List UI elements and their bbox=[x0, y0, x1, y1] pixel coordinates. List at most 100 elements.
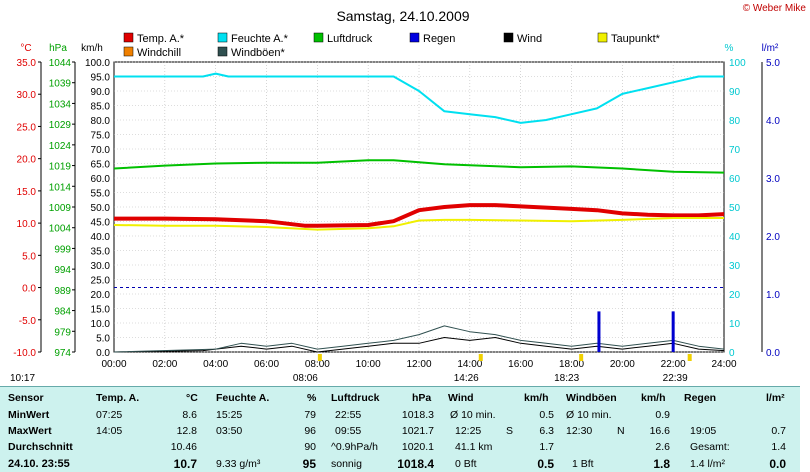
tick-humidity: 80 bbox=[729, 116, 741, 127]
stats-header-hum-unit: % bbox=[307, 392, 317, 404]
tick-humidity: 90 bbox=[729, 87, 741, 98]
stats-table: Sensor Temp. A. °C Feuchte A. % Luftdruc… bbox=[0, 386, 800, 472]
stats-current-rain-total: 1.4 l/m² bbox=[690, 458, 726, 470]
event-marker bbox=[687, 354, 692, 361]
stats-min-press: 1018.3 bbox=[401, 409, 434, 421]
tick-rain: 2.0 bbox=[766, 232, 780, 243]
tick-rain: 3.0 bbox=[766, 174, 780, 185]
stats-header-gust: Windböen bbox=[566, 392, 617, 404]
tick-temp: -5.0 bbox=[19, 316, 37, 327]
stats-max-rain-time: 19:05 bbox=[690, 425, 717, 437]
series-luftdruck bbox=[113, 159, 725, 174]
tick-pressure: 1039 bbox=[49, 79, 72, 90]
tick-pressure: 1009 bbox=[49, 203, 72, 214]
event-label: 08:06 bbox=[293, 373, 318, 384]
tick-pressure: 1044 bbox=[49, 58, 72, 69]
legend-swatch bbox=[313, 32, 324, 43]
stats-current-wind: 0.5 bbox=[537, 457, 554, 471]
stats-min-hum: 79 bbox=[304, 409, 316, 421]
tick-wind: 75.0 bbox=[91, 131, 111, 142]
x-tick-label: 20:00 bbox=[610, 359, 635, 370]
legend-label: Windchill bbox=[137, 47, 181, 59]
stats-header-rain-unit: l/m² bbox=[766, 392, 785, 404]
series-feuchtea bbox=[114, 72, 724, 124]
tick-wind: 95.0 bbox=[91, 73, 111, 84]
weather-chart: Samstag, 24.10.2009 © Weber Mike Temp. A… bbox=[10, 3, 807, 384]
event-marker bbox=[579, 354, 584, 361]
stats-max-gust: 16.6 bbox=[649, 425, 670, 437]
legend-swatch bbox=[503, 32, 514, 43]
tick-wind: 90.0 bbox=[91, 87, 111, 98]
stats-header-rain: Regen bbox=[684, 392, 717, 404]
tick-temp: 0.0 bbox=[22, 284, 36, 295]
x-tick-label: 22:00 bbox=[661, 359, 686, 370]
tick-wind: 5.0 bbox=[96, 334, 110, 345]
stats-avg-label: Durchschnitt bbox=[8, 441, 73, 453]
rain-bar bbox=[597, 311, 601, 352]
tick-pressure: 984 bbox=[54, 307, 71, 318]
tick-pressure: 1004 bbox=[49, 224, 72, 235]
tick-wind: 25.0 bbox=[91, 276, 111, 287]
time-left-label: 10:17 bbox=[10, 373, 35, 384]
legend-swatch bbox=[217, 46, 228, 57]
x-tick-label: 04:00 bbox=[203, 359, 228, 370]
tick-wind: 10.0 bbox=[91, 319, 111, 330]
stats-avg-rain-label: Gesamt: bbox=[690, 441, 730, 453]
stats-max-wind-time: 12:25 bbox=[455, 425, 482, 437]
legend-swatch bbox=[217, 32, 228, 43]
stats-max-label: MaxWert bbox=[8, 425, 52, 437]
stats-max-wind-dir: S bbox=[506, 425, 514, 437]
x-axis: 00:00 02:00 04:00 06:00 08:00 10:00 12:00 14:00… bbox=[101, 359, 736, 370]
stats-min-temp: 8.6 bbox=[182, 409, 197, 421]
legend-label: Temp. A.* bbox=[137, 33, 185, 45]
x-tick-label: 02:00 bbox=[152, 359, 177, 370]
stats-current-label: 24.10. 23:55 bbox=[8, 458, 70, 470]
tick-pressure: 999 bbox=[54, 244, 71, 255]
tick-humidity: 60 bbox=[729, 174, 741, 185]
stats-min-press-time: 22:55 bbox=[335, 409, 362, 421]
legend-label: Taupunkt* bbox=[611, 33, 661, 45]
tick-humidity: 30 bbox=[729, 261, 741, 272]
tick-pressure: 989 bbox=[54, 286, 71, 297]
stats-min-temp-time: 07:25 bbox=[96, 409, 123, 421]
legend-label: Feuchte A.* bbox=[231, 33, 289, 45]
stats-avg-press: 1020.1 bbox=[401, 441, 434, 453]
stats-min-hum-time: 15:25 bbox=[216, 409, 243, 421]
stats-avg-wind: 1.7 bbox=[539, 441, 554, 453]
tick-pressure: 1014 bbox=[49, 182, 72, 193]
tick-humidity: 20 bbox=[729, 290, 741, 301]
stats-current-gust-bft: 1 Bft bbox=[572, 458, 594, 470]
x-tick-label: 10:00 bbox=[356, 359, 381, 370]
stats-max-press: 1021.7 bbox=[401, 425, 434, 437]
stats-header-wind: Wind bbox=[448, 392, 474, 404]
legend-label: Windböen* bbox=[231, 47, 286, 59]
event-label: 22:39 bbox=[663, 373, 688, 384]
tick-temp: 5.0 bbox=[22, 251, 36, 262]
stats-max-gust-time: 12:30 bbox=[566, 425, 593, 437]
stats-current-hum-extra: 9.33 g/m³ bbox=[216, 458, 261, 470]
tick-rain: 4.0 bbox=[766, 116, 780, 127]
tick-pressure: 1034 bbox=[49, 99, 72, 110]
x-tick-label: 18:00 bbox=[559, 359, 584, 370]
tick-humidity: 70 bbox=[729, 145, 741, 156]
axis-units: °C hPa km/h% l/m² bbox=[20, 43, 779, 54]
legend-swatch bbox=[123, 32, 134, 43]
series-layer bbox=[113, 72, 725, 353]
tick-humidity: 50 bbox=[729, 203, 741, 214]
stats-header-hum: Feuchte A. bbox=[216, 392, 270, 404]
stats-avg-rain: 1.4 bbox=[771, 441, 786, 453]
tick-wind: 50.0 bbox=[91, 203, 111, 214]
stats-min-wind-time: Ø 10 min. bbox=[450, 409, 496, 421]
tick-rain: 1.0 bbox=[766, 290, 780, 301]
axis-unit-pressure: hPa bbox=[49, 43, 67, 54]
legend-label: Luftdruck bbox=[327, 33, 373, 45]
stats-current-hum: 95 bbox=[302, 457, 316, 471]
x-tick-label: 08:00 bbox=[305, 359, 330, 370]
stats-max-temp-time: 14:05 bbox=[96, 425, 123, 437]
legend-swatch bbox=[409, 32, 420, 43]
tick-pressure: 979 bbox=[54, 327, 71, 338]
tick-wind: 60.0 bbox=[91, 174, 111, 185]
axis-unit-humidity: % bbox=[725, 43, 734, 54]
x-tick-label: 12:00 bbox=[406, 359, 431, 370]
tick-wind: 40.0 bbox=[91, 232, 111, 243]
